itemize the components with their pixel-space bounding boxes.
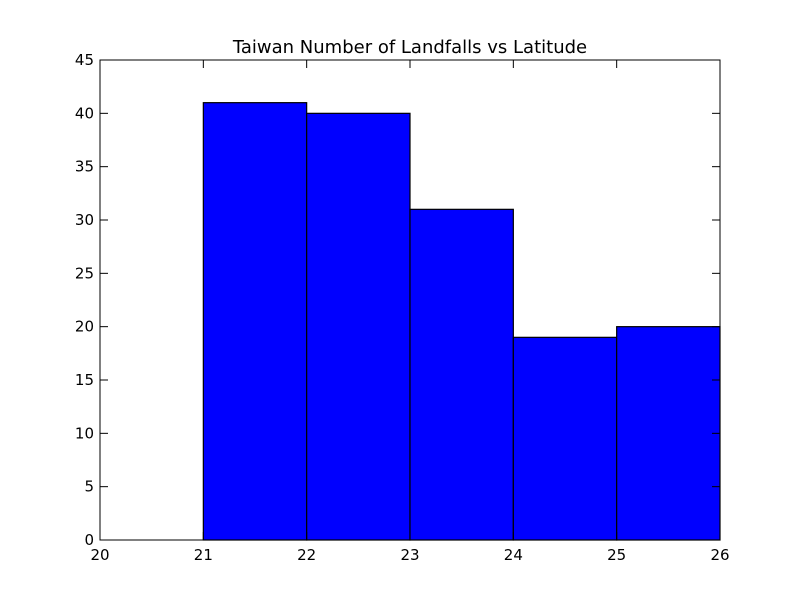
y-tick-label: 30	[75, 211, 94, 229]
bar-24-25	[512, 336, 618, 541]
y-tick-label: 35	[75, 158, 94, 176]
bar-25-26	[616, 326, 721, 541]
y-tick-label: 5	[84, 478, 94, 496]
bar-23-24	[409, 208, 514, 541]
x-tick-label: 26	[710, 546, 729, 564]
x-tick-label: 20	[90, 546, 109, 564]
y-tick-label: 25	[75, 264, 94, 282]
bars-group	[202, 102, 721, 541]
chart-title: Taiwan Number of Landfalls vs Latitude	[232, 37, 587, 58]
y-axis: 0 5 10 15 20 25 30 35 40 45	[75, 51, 720, 549]
bar-22-23	[306, 112, 411, 541]
x-tick-label: 22	[297, 546, 316, 564]
y-tick-label: 0	[84, 531, 94, 549]
x-tick-label: 25	[607, 546, 626, 564]
x-tick-label: 21	[194, 546, 213, 564]
y-tick-label: 20	[75, 318, 94, 336]
x-tick-label: 24	[504, 546, 523, 564]
bar-21-22	[202, 102, 308, 541]
y-tick-label: 45	[75, 51, 94, 69]
y-tick-label: 40	[75, 104, 94, 122]
x-tick-label: 23	[400, 546, 419, 564]
y-tick-label: 15	[75, 371, 94, 389]
y-tick-label: 10	[75, 424, 94, 442]
x-axis: 20 21 22 23 24 25 26	[90, 60, 730, 564]
